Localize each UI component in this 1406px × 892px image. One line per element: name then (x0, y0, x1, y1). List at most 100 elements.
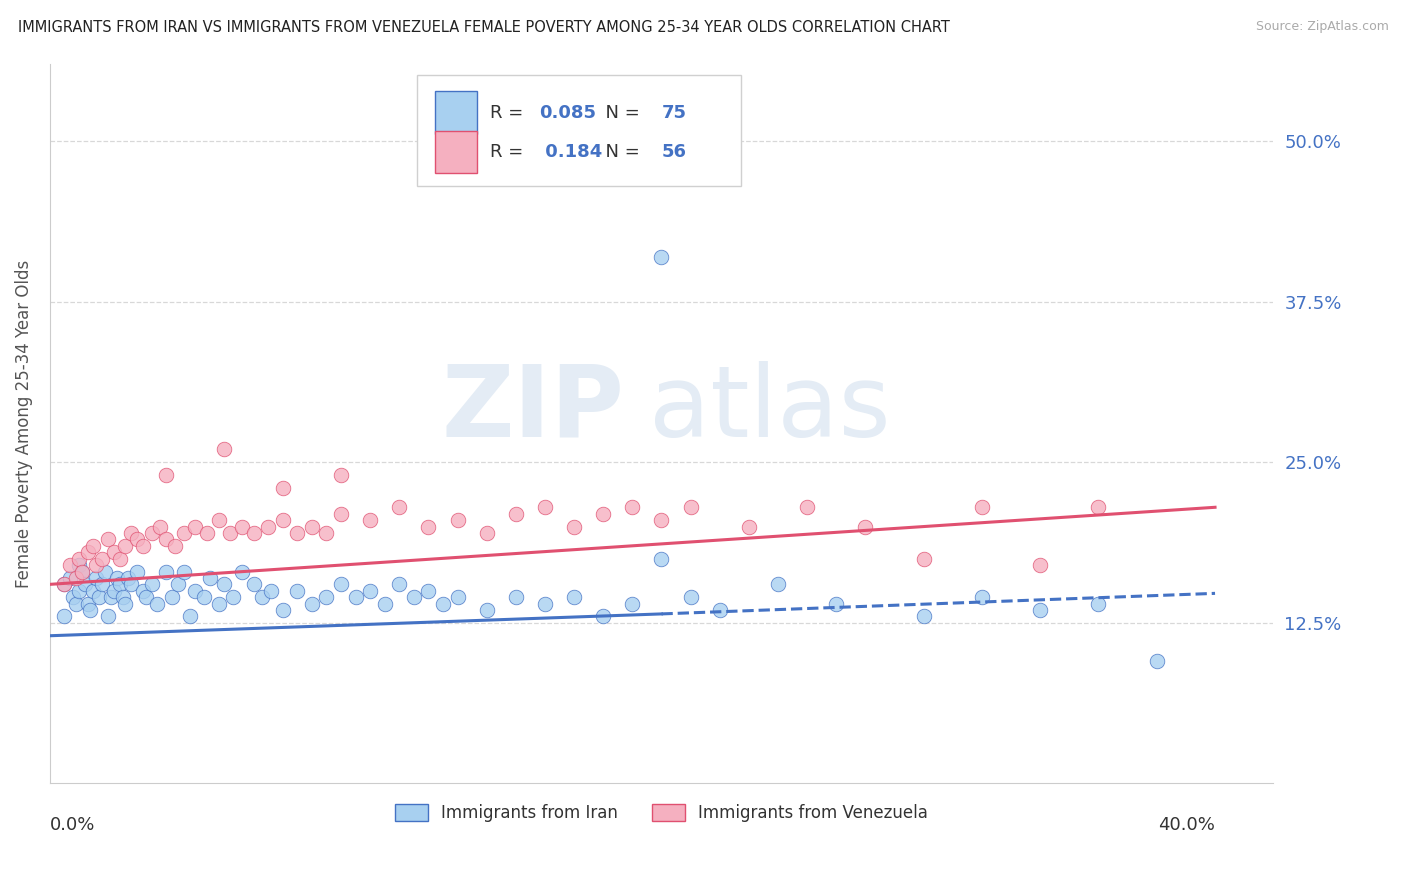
Point (195, 526, 218, 541)
Point (260, 583, 283, 598)
Point (108, 551, 131, 566)
Point (82, 539, 104, 553)
Point (53, 609, 76, 624)
Point (562, 519, 585, 533)
Text: R =: R = (491, 104, 529, 122)
Point (59, 558, 82, 573)
Point (59, 571, 82, 585)
Point (141, 526, 163, 541)
Point (315, 591, 337, 605)
Point (84, 571, 107, 585)
Point (132, 583, 155, 598)
Point (330, 507, 353, 521)
Point (53, 577, 76, 591)
Point (242, 577, 264, 591)
Point (73, 577, 96, 591)
Point (62, 591, 84, 605)
Point (222, 591, 245, 605)
Point (132, 539, 155, 553)
Point (94, 565, 117, 579)
Point (135, 591, 157, 605)
Point (65, 571, 87, 585)
Point (179, 609, 201, 624)
Text: 40.0%: 40.0% (1159, 816, 1215, 834)
Point (125, 565, 148, 579)
Point (912, 609, 935, 624)
Point (1029, 603, 1052, 617)
Point (125, 533, 148, 547)
Point (67, 551, 90, 566)
Point (173, 565, 195, 579)
Point (709, 603, 731, 617)
Point (475, 526, 498, 541)
Point (301, 597, 323, 611)
Point (146, 597, 169, 611)
Text: 0.184: 0.184 (538, 143, 602, 161)
Point (208, 597, 231, 611)
Point (1087, 597, 1109, 611)
Point (402, 591, 425, 605)
Point (214, 577, 236, 591)
Point (679, 591, 702, 605)
Point (252, 591, 274, 605)
Text: ZIP: ZIP (441, 361, 624, 458)
Point (103, 583, 125, 598)
Point (418, 519, 440, 533)
Point (534, 597, 557, 611)
Text: Source: ZipAtlas.com: Source: ZipAtlas.com (1256, 20, 1389, 33)
Point (120, 526, 142, 541)
Point (111, 591, 134, 605)
Point (285, 526, 308, 541)
Point (271, 603, 294, 617)
Point (825, 597, 848, 611)
Point (173, 526, 195, 541)
Point (388, 577, 411, 591)
Point (679, 500, 702, 515)
Point (271, 513, 294, 527)
Point (97, 609, 120, 624)
Point (163, 539, 186, 553)
Point (166, 577, 188, 591)
Point (738, 519, 761, 533)
Point (79, 603, 101, 617)
Point (1087, 500, 1109, 515)
Point (315, 526, 337, 541)
Text: 0.0%: 0.0% (49, 816, 96, 834)
Y-axis label: Female Poverty Among 25-34 Year Olds: Female Poverty Among 25-34 Year Olds (15, 260, 32, 588)
Text: N =: N = (595, 143, 645, 161)
Point (242, 526, 264, 541)
Point (534, 500, 557, 515)
Point (155, 468, 177, 483)
Point (117, 571, 139, 585)
Point (592, 609, 614, 624)
Point (97, 533, 120, 547)
Point (67, 583, 90, 598)
Point (53, 577, 76, 591)
Point (70, 565, 93, 579)
Point (344, 591, 367, 605)
Point (231, 519, 253, 533)
Point (446, 591, 468, 605)
Point (120, 577, 142, 591)
Point (418, 583, 440, 598)
Point (970, 591, 993, 605)
FancyBboxPatch shape (434, 91, 477, 134)
Point (446, 513, 468, 527)
Point (114, 539, 136, 553)
Point (76, 545, 98, 559)
Point (155, 565, 177, 579)
Point (84, 558, 107, 573)
Text: 0.085: 0.085 (538, 104, 596, 122)
Point (70, 565, 93, 579)
Point (505, 507, 527, 521)
Text: atlas: atlas (650, 361, 891, 458)
Point (82, 583, 104, 598)
Text: N =: N = (595, 104, 645, 122)
Point (621, 597, 644, 611)
Point (160, 591, 183, 605)
Point (91, 577, 114, 591)
Point (330, 468, 353, 483)
Point (65, 597, 87, 611)
Point (796, 500, 818, 515)
Point (141, 577, 163, 591)
